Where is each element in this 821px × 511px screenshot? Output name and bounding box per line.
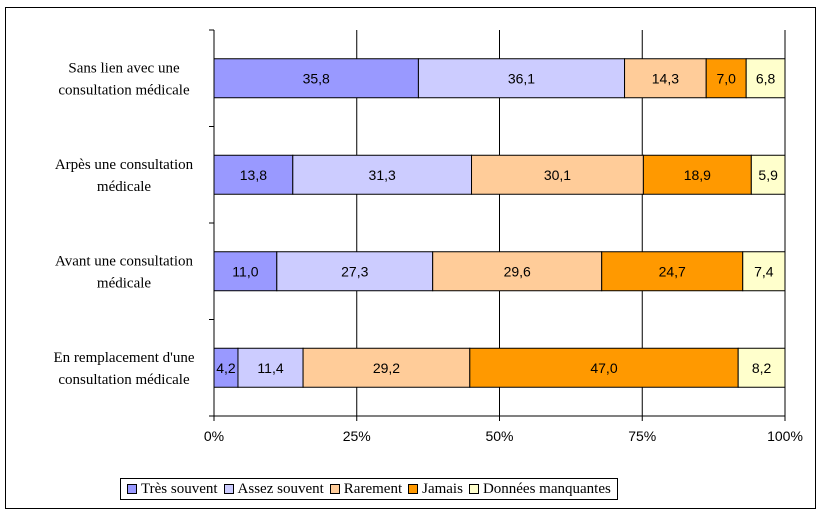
data-label: 11,0 — [232, 263, 258, 279]
bar-segment — [302, 347, 471, 388]
legend-item: Rarement — [329, 480, 403, 498]
data-label: 29,6 — [504, 263, 531, 279]
bar-segment — [417, 58, 626, 99]
bar-segment — [705, 58, 747, 99]
bar-segment — [750, 154, 786, 195]
data-label: 11,4 — [257, 360, 283, 376]
legend-swatch — [408, 484, 419, 494]
data-label: 18,9 — [684, 167, 711, 183]
legend-swatch — [329, 484, 340, 494]
data-label: 29,2 — [373, 360, 400, 376]
x-tick-label: 75% — [628, 428, 656, 444]
legend-label: Assez souvent — [237, 480, 324, 497]
data-label: 7,4 — [754, 263, 774, 279]
legend: Très souvent Assez souvent Rarement Jamais D… — [120, 478, 618, 500]
data-label: 13,8 — [240, 167, 267, 183]
x-tick-label: 100% — [767, 428, 803, 444]
data-label: 30,1 — [544, 167, 571, 183]
legend-item: Très souvent — [127, 481, 218, 498]
category-label: médicale — [97, 179, 151, 195]
category-label: En remplacement d'une — [54, 350, 195, 366]
legend-swatch — [223, 484, 234, 494]
bar-segment — [745, 58, 786, 99]
legend-label: Jamais — [422, 480, 463, 497]
data-label: 6,8 — [756, 70, 776, 86]
category-label: consultation médicale — [58, 82, 190, 98]
bar-segment — [737, 347, 786, 388]
data-label: 7,0 — [716, 70, 736, 86]
data-label: 24,7 — [659, 263, 686, 279]
bar-segment — [432, 251, 603, 292]
legend-label: Rarement — [343, 480, 403, 497]
legend-label: Données manquantes — [482, 480, 611, 497]
bar-segment — [213, 251, 278, 292]
bar-segment — [742, 251, 786, 292]
data-label: 36,1 — [508, 70, 535, 86]
data-label: 47,0 — [590, 360, 617, 376]
data-label: 14,3 — [652, 70, 679, 86]
legend-swatch — [468, 484, 479, 494]
legend-item: Jamais — [408, 481, 463, 498]
data-label: 4,2 — [216, 360, 236, 376]
data-label: 8,2 — [752, 360, 772, 376]
x-tick-label: 50% — [485, 428, 513, 444]
bar-segment — [471, 154, 644, 195]
data-label: 31,3 — [369, 167, 396, 183]
bar-segment — [292, 154, 473, 195]
bar-segment — [213, 58, 419, 99]
bar-segment — [642, 154, 752, 195]
data-label: 35,8 — [303, 70, 330, 86]
legend-swatch — [127, 484, 137, 494]
bar-segment — [213, 154, 294, 195]
data-label: 5,9 — [758, 167, 778, 183]
bar-segment — [601, 251, 744, 292]
category-label: Arpès une consultation — [55, 157, 194, 173]
legend-label: Très souvent — [141, 480, 218, 497]
bar-segment — [276, 251, 434, 292]
category-label: Sans lien avec une — [68, 60, 180, 76]
x-tick-label: 0% — [204, 428, 224, 444]
legend-item: Assez souvent — [223, 480, 324, 498]
category-label: Avant une consultation — [55, 253, 194, 269]
x-tick-label: 25% — [343, 428, 371, 444]
legend-item: Données manquantes — [468, 480, 611, 498]
category-label: médicale — [97, 275, 151, 291]
data-label: 27,3 — [341, 263, 368, 279]
category-label: consultation médicale — [58, 372, 190, 388]
